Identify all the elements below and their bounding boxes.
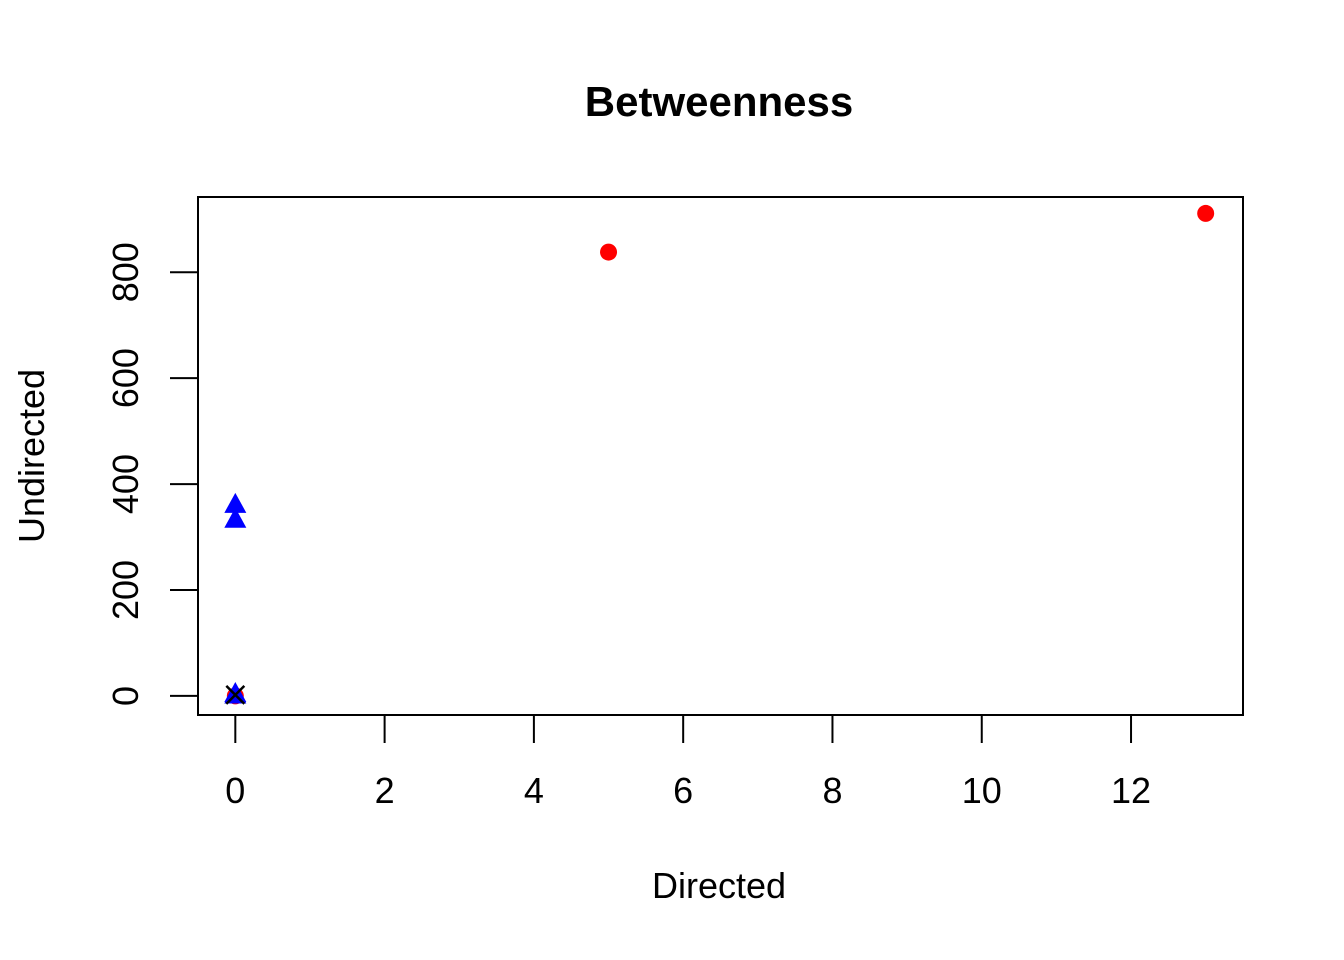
x-tick-label: 4 bbox=[524, 770, 544, 811]
y-tick-label: 200 bbox=[105, 560, 146, 620]
x-tick-label: 8 bbox=[822, 770, 842, 811]
x-tick-label: 0 bbox=[225, 770, 245, 811]
x-tick-label: 12 bbox=[1111, 770, 1151, 811]
data-point-cross bbox=[225, 684, 246, 705]
x-axis-label: Directed bbox=[652, 865, 786, 906]
chart-title: Betweenness bbox=[585, 78, 853, 125]
x-tick-label: 10 bbox=[962, 770, 1002, 811]
data-point-triangle bbox=[224, 492, 247, 513]
data-point-circle bbox=[1197, 204, 1215, 222]
y-tick-label: 0 bbox=[105, 686, 146, 706]
y-tick-label: 600 bbox=[105, 348, 146, 408]
y-axis-label: Undirected bbox=[11, 369, 52, 543]
x-tick-label: 6 bbox=[673, 770, 693, 811]
plot-area bbox=[197, 196, 1244, 716]
data-points bbox=[224, 204, 1215, 705]
data-point-triangle bbox=[224, 507, 247, 528]
x-axis: 0 2 4 6 8 10 12 bbox=[225, 714, 1151, 811]
y-axis: 0 200 400 600 800 bbox=[105, 242, 199, 706]
data-point-circle bbox=[600, 243, 618, 261]
y-tick-label: 400 bbox=[105, 454, 146, 514]
x-tick-label: 2 bbox=[375, 770, 395, 811]
y-tick-label: 800 bbox=[105, 242, 146, 302]
